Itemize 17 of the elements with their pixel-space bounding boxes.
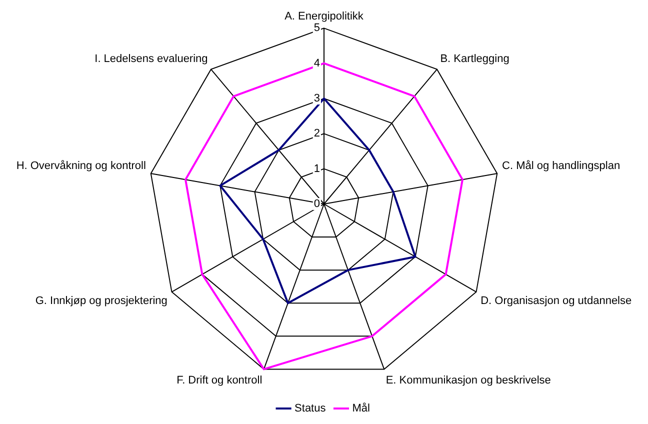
y-tick-label: 5 [314,22,320,34]
legend-label: Status [294,402,326,415]
spoke-label: H. Overvåkning og kontroll [16,160,146,172]
spoke-label: E. Kommunikasjon og beskrivelse [386,374,551,387]
spoke-label: F. Drift og kontroll [176,374,262,387]
y-tick-label: 3 [314,92,320,105]
spoke-label: G. Innkjøp og prosjektering [35,295,168,308]
spoke-label: B. Kartlegging [440,52,510,65]
y-tick-label: 4 [314,57,320,70]
legend-label: Mål [352,402,370,415]
spoke-label: A. Energipolitikk [284,10,364,23]
y-tick-label: 0 [314,198,320,210]
spoke-label: D. Organisasjon og utdannelse [480,295,632,308]
y-tick-label: 1 [314,162,320,175]
y-tick-label: 2 [314,128,320,140]
spoke-label: I. Ledelsens evaluering [94,52,208,65]
spoke-label: C. Mål og handlingsplan [502,160,620,172]
